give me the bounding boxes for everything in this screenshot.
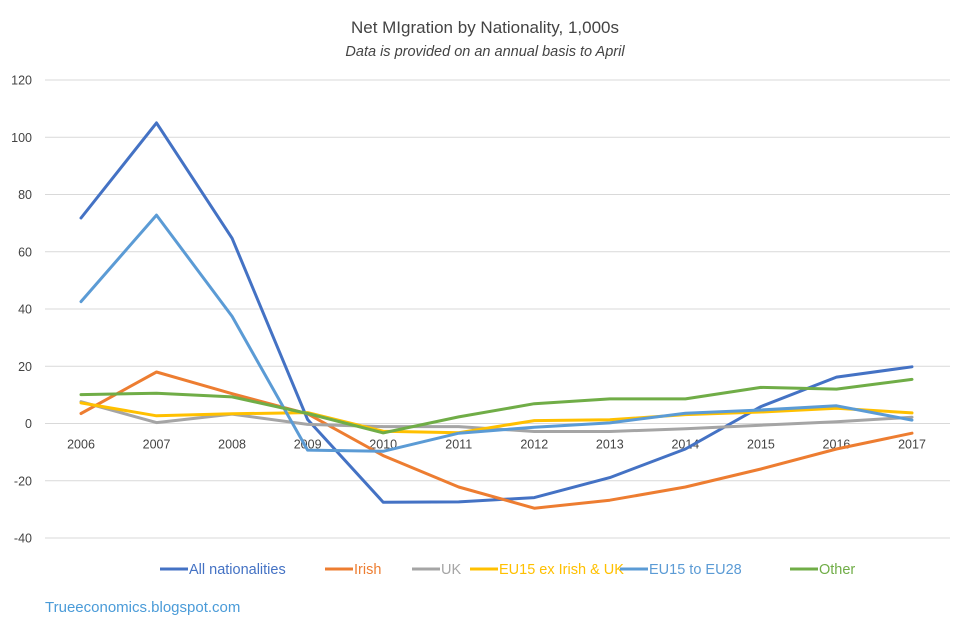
series-line-eu15-ex-irish-uk bbox=[79, 401, 914, 435]
x-axis-ticks: 2006 2007 2008 2009 2010 2011 2012 2013 2014 2015… bbox=[67, 438, 926, 452]
series-line-irish bbox=[79, 370, 914, 510]
y-tick-label: 40 bbox=[18, 303, 32, 317]
x-tick-label: 2011 bbox=[445, 438, 472, 452]
gridlines bbox=[45, 79, 950, 539]
series-lines bbox=[79, 121, 914, 510]
y-tick-label: 0 bbox=[25, 417, 32, 431]
legend-item: UK bbox=[412, 562, 461, 578]
legend-item: Other bbox=[790, 562, 855, 578]
y-tick-label: 80 bbox=[18, 188, 32, 202]
legend-label: Other bbox=[819, 562, 855, 578]
legend-item: EU15 to EU28 bbox=[620, 562, 742, 578]
y-tick-label: 20 bbox=[18, 360, 32, 374]
legend-item: Irish bbox=[325, 562, 381, 578]
legend: All nationalities Irish UK EU15 ex Irish & … bbox=[160, 562, 855, 578]
x-tick-label: 2010 bbox=[369, 438, 397, 452]
y-tick-label: -20 bbox=[14, 474, 32, 488]
y-tick-label: 60 bbox=[18, 245, 32, 259]
legend-label: All nationalities bbox=[189, 562, 286, 578]
x-tick-label: 2012 bbox=[520, 438, 548, 452]
legend-label: Irish bbox=[354, 562, 381, 578]
legend-label: UK bbox=[441, 562, 461, 578]
legend-item: All nationalities bbox=[160, 562, 286, 578]
y-tick-label: 100 bbox=[11, 131, 32, 145]
x-tick-label: 2007 bbox=[143, 438, 171, 452]
y-tick-label: 120 bbox=[11, 74, 32, 88]
x-tick-label: 2008 bbox=[218, 438, 246, 452]
chart-subtitle: Data is provided on an annual basis to A… bbox=[345, 44, 625, 60]
series-line-eu15-to-eu28 bbox=[79, 213, 914, 453]
legend-label: EU15 ex Irish & UK bbox=[499, 562, 624, 578]
series-line-all-nationalities bbox=[79, 121, 914, 504]
x-tick-label: 2006 bbox=[67, 438, 95, 452]
credit-text: Trueeconomics.blogspot.com bbox=[45, 599, 240, 616]
y-tick-label: -40 bbox=[14, 532, 32, 546]
series-line-other bbox=[79, 377, 914, 435]
x-tick-label: 2017 bbox=[898, 438, 926, 452]
chart-title: Net MIgration by Nationality, 1,000s bbox=[351, 18, 619, 37]
x-tick-label: 2013 bbox=[596, 438, 624, 452]
y-axis-ticks: 120 100 80 60 40 20 0 -20 -40 bbox=[11, 74, 32, 546]
x-tick-label: 2015 bbox=[747, 438, 775, 452]
x-tick-label: 2009 bbox=[294, 438, 322, 452]
legend-item: EU15 ex Irish & UK bbox=[470, 562, 624, 578]
legend-label: EU15 to EU28 bbox=[649, 562, 742, 578]
x-tick-label: 2014 bbox=[671, 438, 699, 452]
